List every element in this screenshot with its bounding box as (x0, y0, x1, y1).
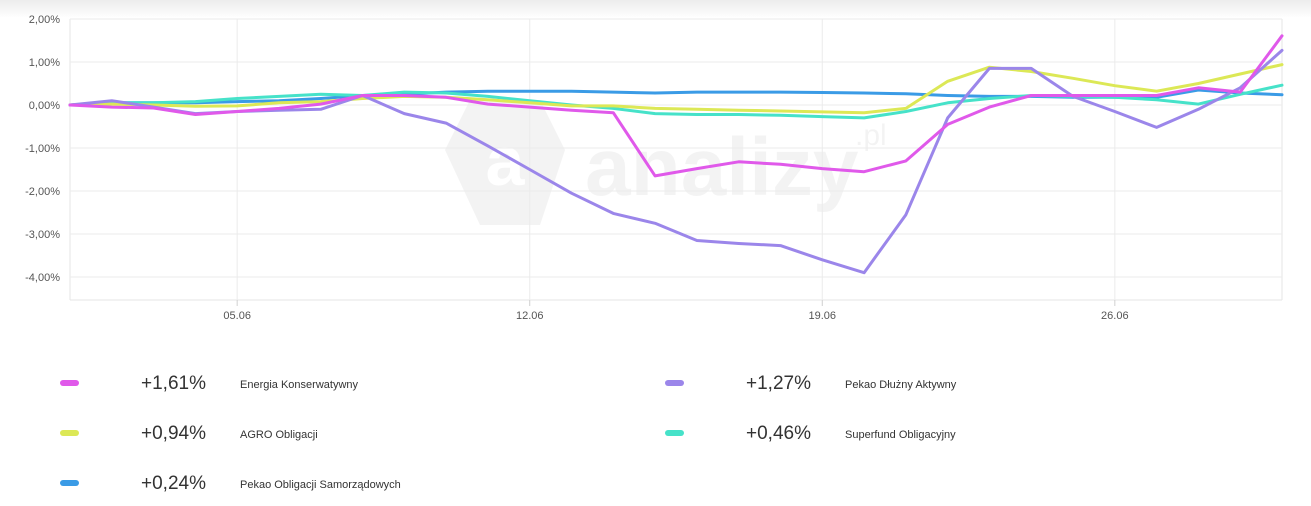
top-shade (0, 0, 1311, 18)
series-lines (68, 34, 1284, 275)
line-chart: a analizy .pl 2,00% 1,00% 0,00% -1,00% -2,00… (25, 14, 1284, 322)
legend-swatch (60, 480, 79, 486)
y-axis: 2,00% 1,00% 0,00% -1,00% -2,00% -3,00% -4,00% (25, 14, 60, 284)
legend-swatch (665, 380, 684, 386)
x-tick-label: 12.06 (516, 310, 544, 322)
legend-item-pekao-samorzadowych[interactable]: +0,24% Pekao Obligacji Samorządowych (60, 473, 480, 495)
y-tick-label: -1,00% (25, 143, 60, 155)
legend-value: +1,61% (141, 373, 206, 394)
legend-label: AGRO Obligacji (240, 429, 318, 441)
x-tick-label: 19.06 (809, 310, 837, 322)
legend-swatch (60, 430, 79, 436)
watermark-hexagon (445, 100, 565, 225)
y-tick-label: -4,00% (25, 272, 60, 284)
y-tick-label: 2,00% (29, 14, 60, 26)
legend-item-superfund[interactable]: +0,46% Superfund Obligacyjny (665, 423, 1085, 445)
svg-text:a: a (486, 122, 526, 200)
legend-item-pekao-dluzny[interactable]: +1,27% Pekao Dłużny Aktywny (665, 373, 1085, 395)
legend-label: Superfund Obligacyjny (845, 429, 956, 441)
legend-label: Pekao Dłużny Aktywny (845, 379, 957, 391)
watermark-logo: a analizy .pl (445, 100, 887, 225)
y-tick-label: 1,00% (29, 57, 60, 69)
x-axis: 05.06 12.06 19.06 26.06 (223, 300, 1129, 322)
legend-value: +0,24% (141, 473, 206, 494)
legend-item-agro[interactable]: +0,94% AGRO Obligacji (60, 423, 480, 445)
legend-item-energia[interactable]: +1,61% Energia Konserwatywny (60, 373, 480, 395)
legend-label: Pekao Obligacji Samorządowych (240, 479, 401, 491)
x-tick-label: 05.06 (223, 310, 251, 322)
legend-label: Energia Konserwatywny (240, 379, 359, 391)
y-tick-label: 0,00% (29, 100, 60, 112)
series-line-energia-konserwatywny[interactable] (68, 34, 1284, 178)
y-tick-label: -2,00% (25, 186, 60, 198)
series-line-agro-obligacji[interactable] (68, 63, 1284, 115)
legend-value: +0,94% (141, 423, 206, 444)
legend-value: +1,27% (746, 373, 811, 394)
legend-value: +0,46% (746, 423, 811, 444)
legend-swatch (665, 430, 684, 436)
y-tick-label: -3,00% (25, 229, 60, 241)
legend-swatch (60, 380, 79, 386)
svg-text:.pl: .pl (855, 119, 887, 152)
grid (69, 18, 1283, 301)
x-tick-label: 26.06 (1101, 310, 1129, 322)
